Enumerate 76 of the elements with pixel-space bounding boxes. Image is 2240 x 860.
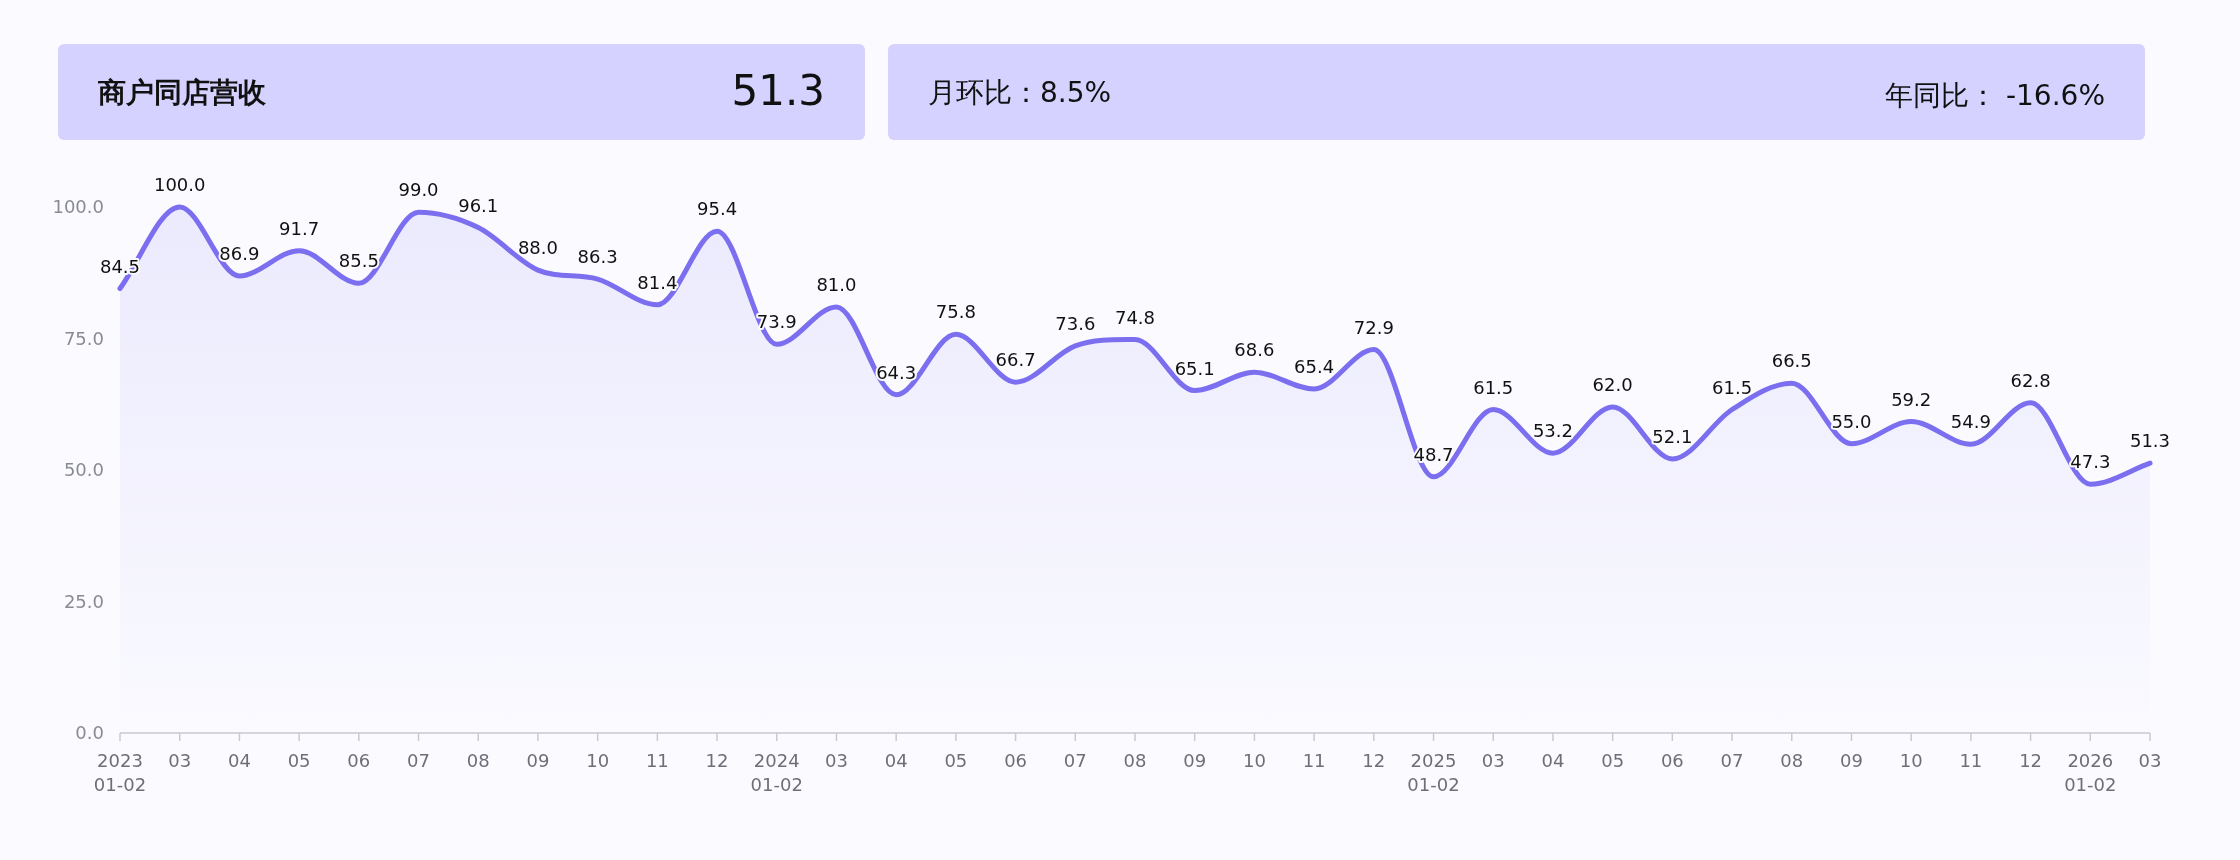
- x-tick-label: 06: [1004, 750, 1028, 771]
- x-tick-label: 11: [645, 750, 669, 771]
- x-tick-label: 11: [1959, 750, 1983, 771]
- x-tick-label: 2026 01-02: [2064, 750, 2117, 795]
- x-tick-label: 09: [1840, 750, 1863, 771]
- text: 65.1: [1174, 357, 1215, 379]
- x-tick-label: 07: [1720, 750, 1744, 771]
- text: 64.3: [876, 361, 917, 383]
- x-tick-label: 06: [347, 750, 371, 771]
- text: 86.3: [577, 246, 618, 268]
- text: 96.1: [458, 194, 499, 216]
- text: 95.4: [697, 198, 738, 220]
- text: 62.0: [1592, 373, 1633, 395]
- text: 74.8: [1114, 306, 1156, 328]
- x-tick-label: 04: [227, 750, 251, 771]
- x-tick-label: 11: [1302, 750, 1326, 771]
- x-tick-label: 2023 01-02: [93, 750, 147, 795]
- x-tick-label: 08: [1123, 750, 1147, 771]
- text: 47.3: [2070, 451, 2111, 473]
- text: 91.7: [279, 217, 320, 239]
- text: 61.5: [1712, 376, 1753, 398]
- text: 54.9: [1950, 411, 1991, 433]
- x-tick-label: 12: [705, 750, 729, 771]
- x-tick-label: 03: [2138, 750, 2162, 771]
- text: 年同比： -16.6%: [1885, 79, 2105, 112]
- text: 59.2: [1891, 388, 1932, 410]
- text: 65.4: [1294, 356, 1335, 377]
- text: 66.5: [1771, 350, 1812, 372]
- x-tick-label: 07: [407, 750, 430, 771]
- x-tick-label: 08: [466, 750, 490, 771]
- text: 53.2: [1532, 420, 1573, 442]
- text: 99.0: [398, 179, 439, 201]
- x-tick-label: 12: [1362, 750, 1386, 771]
- text: 81.0: [816, 273, 857, 295]
- text: 75.8: [935, 301, 976, 323]
- x-tick-label: 03: [1481, 750, 1505, 771]
- x-tick-label: 04: [884, 750, 908, 771]
- y-tick-label: 50.0: [63, 459, 104, 480]
- text: 81.4: [637, 271, 678, 293]
- text: 73.6: [1055, 312, 1096, 334]
- text: 72.9: [1353, 316, 1394, 338]
- text: 51.3: [2129, 430, 2171, 452]
- x-tick-label: 10: [1242, 750, 1266, 771]
- y-tick-label: 25.0: [63, 590, 104, 612]
- text: 100.0: [153, 174, 206, 195]
- x-tick-label: 04: [1541, 750, 1565, 771]
- text: 88.0: [517, 237, 558, 259]
- text: 86.9: [219, 242, 260, 264]
- x-tick-label: 09: [1183, 750, 1207, 771]
- text: 62.8: [2010, 369, 2051, 391]
- x-tick-label: 09: [526, 750, 550, 771]
- x-tick-label: 08: [1780, 750, 1804, 771]
- text: 52.1: [1652, 425, 1693, 447]
- text: 66.7: [995, 349, 1036, 371]
- text: 商户同店营收: [97, 76, 267, 109]
- text: 55.0: [1831, 410, 1872, 432]
- x-tick-label: 2025 01-02: [1407, 750, 1460, 795]
- x-tick-label: 2024 01-02: [750, 750, 803, 795]
- y-tick-label: 0.0: [75, 722, 104, 743]
- x-tick-label: 05: [287, 750, 311, 771]
- x-tick-label: 07: [1063, 750, 1087, 771]
- y-tick-label: 100.0: [52, 196, 104, 217]
- x-tick-label: 10: [586, 750, 610, 771]
- x-tick-label: 05: [944, 750, 968, 771]
- x-tick-label: 03: [168, 750, 192, 771]
- text: 51.3: [731, 66, 825, 115]
- x-tick-label: 03: [825, 750, 848, 771]
- x-tick-label: 06: [1660, 750, 1684, 771]
- text: 85.5: [338, 250, 379, 272]
- text: 68.6: [1234, 339, 1275, 361]
- text: 月环比：8.5%: [928, 76, 1112, 109]
- text: 61.5: [1473, 376, 1514, 398]
- x-tick-label: 05: [1601, 750, 1625, 771]
- x-tick-label: 12: [2019, 750, 2043, 771]
- y-tick-label: 75.0: [63, 327, 104, 349]
- x-tick-label: 10: [1899, 750, 1923, 771]
